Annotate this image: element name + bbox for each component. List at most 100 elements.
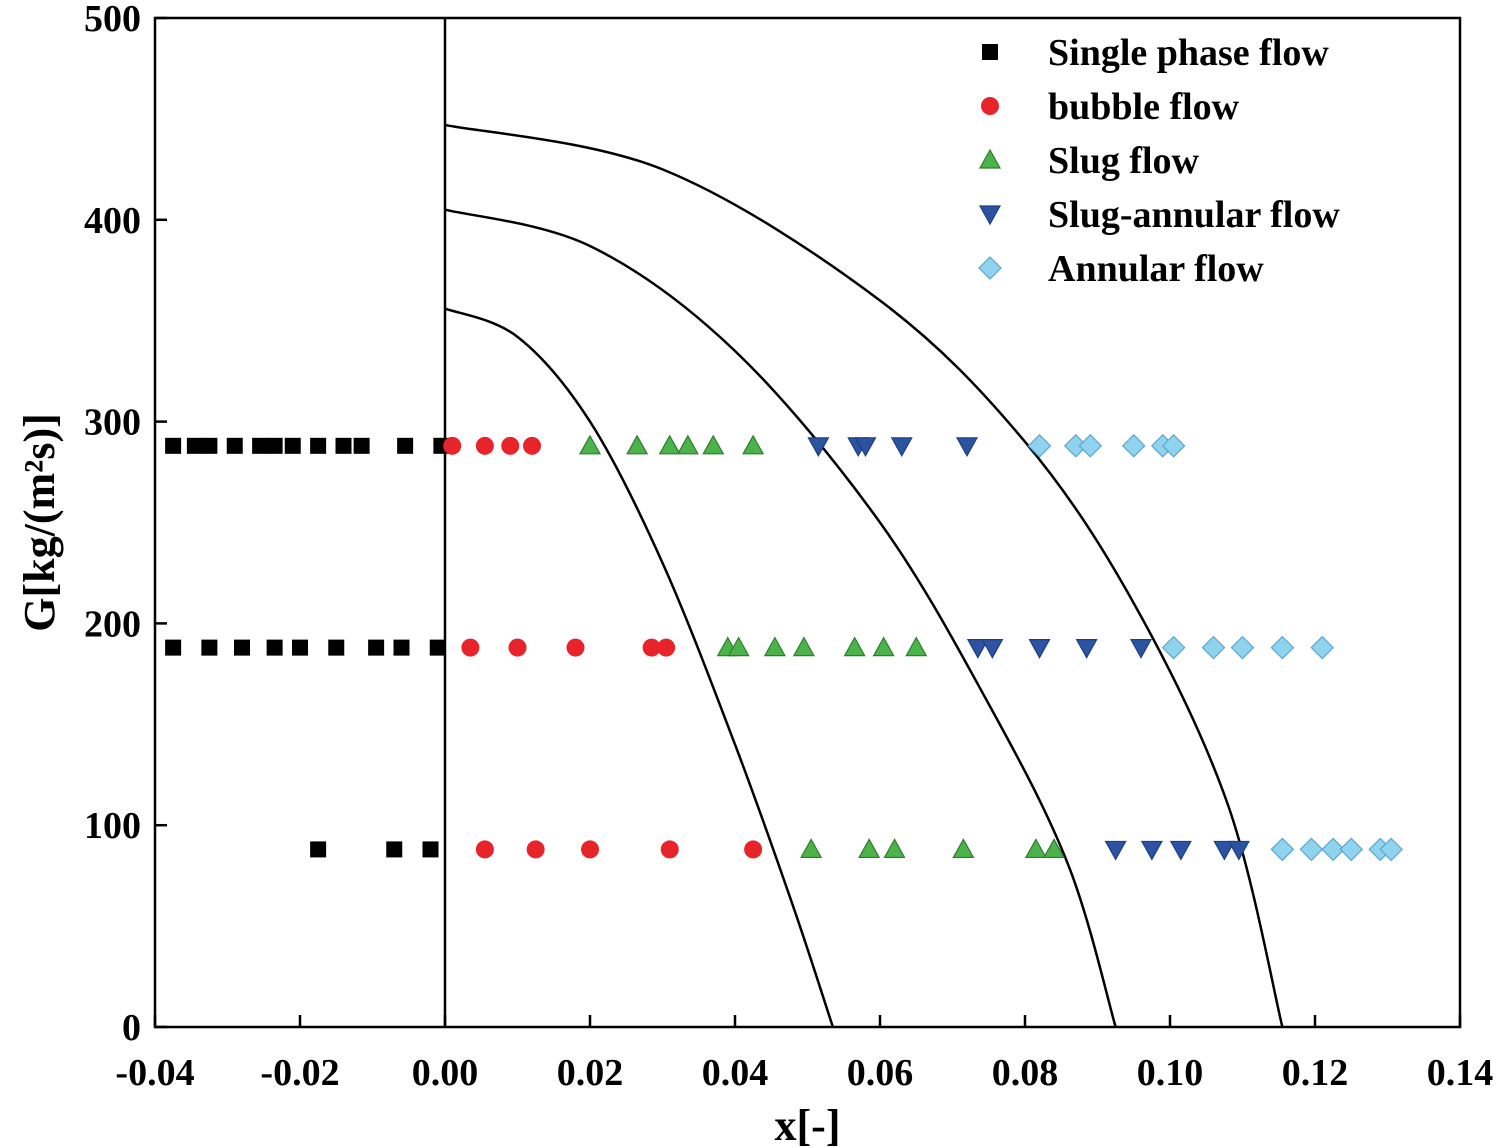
- transition-curve-2: [444, 208, 1117, 1028]
- annular-flow-point: [1027, 433, 1052, 458]
- bubble-flow-point: [475, 436, 494, 455]
- x-tick-label: 0.10: [1137, 1052, 1204, 1094]
- x-tick-label: 0.08: [992, 1052, 1059, 1094]
- slug-annular-flow-point: [1213, 840, 1236, 861]
- annular-flow-point: [1299, 837, 1324, 862]
- slug-annular-flow-point: [854, 437, 877, 458]
- annular-flow-point: [1121, 433, 1146, 458]
- legend-label-slug-annular-flow: Slug-annular flow: [1048, 194, 1340, 236]
- single-phase-flow-point: [353, 437, 370, 454]
- annular-flow-point: [1270, 837, 1295, 862]
- single-phase-flow-point: [310, 841, 327, 858]
- bubble-flow-point: [461, 638, 480, 657]
- slug-flow-point: [1042, 838, 1066, 859]
- legend-label-slug-flow: Slug flow: [1048, 140, 1200, 182]
- x-tick-label: -0.04: [115, 1052, 194, 1094]
- slug-flow-point: [676, 434, 699, 455]
- slug-flow-point: [905, 636, 928, 657]
- single-phase-flow-point: [368, 639, 385, 656]
- single-phase-flow-point: [252, 437, 269, 454]
- slug-flow-point: [858, 838, 881, 859]
- single-phase-flow-point: [328, 639, 345, 656]
- slug-flow-point: [792, 636, 815, 657]
- bubble-flow-point: [581, 840, 599, 859]
- slug-annular-flow-point: [807, 437, 830, 458]
- annular-flow-point: [1078, 433, 1103, 458]
- slug-flow-point: [658, 434, 681, 455]
- slug-flow-point: [872, 636, 895, 657]
- single-phase-flow-point: [201, 639, 218, 656]
- legend-label-single-phase-flow: Single phase flow: [1048, 32, 1329, 74]
- x-tick-label: 0.14: [1427, 1052, 1494, 1094]
- slug-flow-point: [578, 434, 602, 455]
- bubble-flow-point: [526, 840, 545, 859]
- annular-flow-point: [1201, 635, 1226, 660]
- bubble-flow-point: [443, 436, 462, 455]
- single-phase-flow-point: [165, 437, 182, 454]
- bubble-flow-point: [660, 840, 679, 859]
- legend-marker-slug-annular-flow: [978, 205, 1002, 226]
- transition-curves: [444, 123, 1284, 1028]
- bubble-flow-point: [744, 840, 763, 859]
- legend-label-annular-flow: Annular flow: [1048, 248, 1264, 290]
- bubble-flow-point: [475, 840, 494, 859]
- slug-annular-flow-point: [1129, 639, 1153, 659]
- single-phase-flow-point: [165, 639, 182, 656]
- legend-marker-slug-flow: [978, 148, 1002, 169]
- slug-flow-point: [626, 434, 649, 455]
- single-phase-flow-point: [226, 437, 243, 454]
- annular-flow-point: [1379, 837, 1403, 862]
- single-phase-flow-point: [284, 437, 301, 454]
- single-phase-flow-point: [234, 639, 250, 656]
- y-axis-title: G[kg/(m²s)]: [15, 413, 64, 632]
- slug-flow-point: [800, 838, 823, 859]
- single-phase-flow-point: [393, 639, 410, 656]
- slug-flow-point: [843, 636, 866, 657]
- slug-annular-flow-point: [1169, 840, 1192, 861]
- single-phase-flow-point: [310, 437, 327, 454]
- legend: Single phase flow bubble flow Slug flow Slu…: [978, 32, 1340, 290]
- single-phase-flow-point: [386, 841, 403, 858]
- annular-flow-point: [1161, 635, 1186, 660]
- y-tick-label: 0: [122, 1007, 141, 1049]
- x-axis-title: x[-]: [775, 1101, 841, 1147]
- legend-label-bubble-flow: bubble flow: [1048, 86, 1240, 128]
- single-phase-flow-point: [422, 841, 439, 858]
- single-phase-flow-point: [186, 437, 203, 454]
- annular-flow-point: [1161, 433, 1186, 458]
- slug-annular-flow-point: [1227, 840, 1250, 861]
- plot-frame: [153, 16, 1462, 1029]
- x-tick-label: 0.06: [847, 1052, 914, 1094]
- single-phase-flow-point: [266, 437, 283, 454]
- single-phase-flow-point: [397, 437, 414, 454]
- slug-annular-flow-point: [981, 639, 1004, 659]
- single-phase-flow-point: [201, 437, 218, 454]
- slug-flow-point: [1024, 838, 1047, 859]
- slug-flow-point: [883, 838, 906, 859]
- slug-flow-point: [952, 838, 975, 859]
- single-phase-flow-point: [335, 437, 352, 454]
- slug-annular-flow-point: [890, 437, 913, 458]
- slug-annular-flow-point: [955, 437, 979, 458]
- single-phase-flow-point: [266, 639, 283, 656]
- annular-flow-point: [1339, 837, 1364, 862]
- x-tick-label: 0.02: [557, 1052, 624, 1094]
- y-tick-label: 500: [84, 0, 141, 40]
- slug-flow-point: [742, 434, 765, 455]
- bubble-flow-point: [508, 638, 527, 657]
- bubble-flow-point: [642, 638, 661, 657]
- single-phase-flow-point: [429, 639, 446, 656]
- x-tick-label: 0.00: [412, 1052, 479, 1094]
- y-tick-label: 100: [84, 805, 141, 847]
- slug-annular-flow-point: [966, 639, 989, 659]
- bubble-flow-point: [501, 436, 520, 455]
- bubble-flow-point: [523, 436, 541, 455]
- annular-flow-point: [1310, 635, 1335, 660]
- axis-ticks: -0.04 -0.02 0.00 0.02 0.04 0.06 0.08 0.10 0.12 0.…: [84, 0, 1493, 1094]
- y-tick-label: 400: [84, 200, 141, 242]
- slug-annular-flow-point: [1075, 639, 1098, 659]
- slug-flow-point: [763, 636, 786, 657]
- y-tick-label: 300: [84, 402, 141, 444]
- bubble-flow-point: [657, 638, 676, 657]
